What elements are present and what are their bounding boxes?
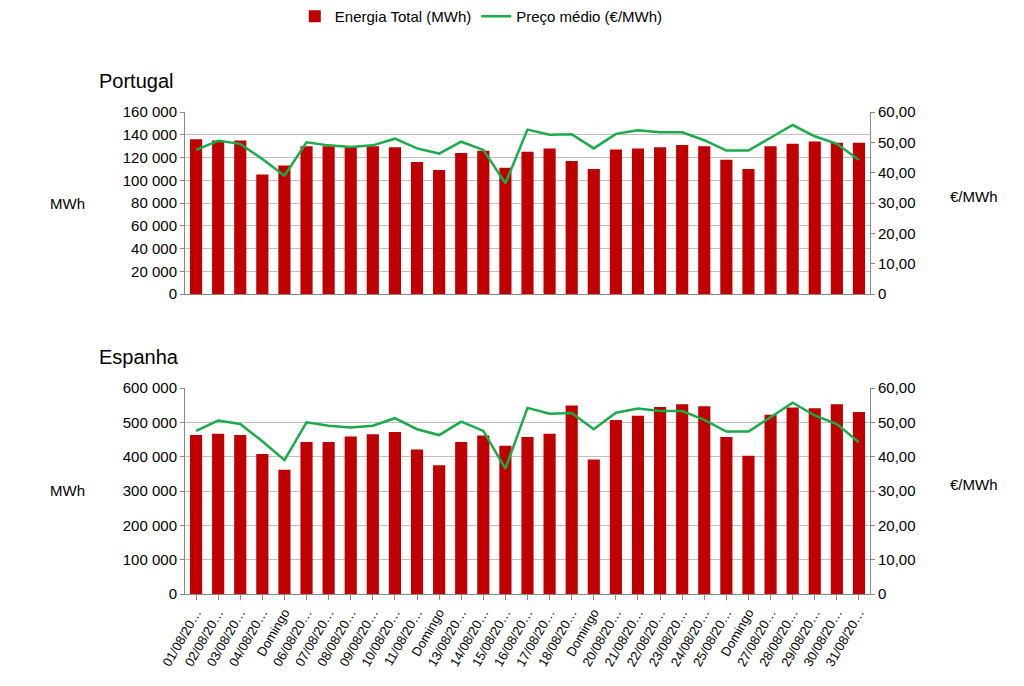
svg-text:03/08/20…: 03/08/20…: [204, 606, 249, 669]
svg-text:22/08/20…: 22/08/20…: [624, 606, 669, 669]
svg-text:0: 0: [878, 285, 886, 302]
svg-text:27/08/20…: 27/08/20…: [734, 606, 779, 669]
svg-text:13/08/20…: 13/08/20…: [425, 606, 470, 669]
svg-text:50,00: 50,00: [878, 414, 916, 431]
svg-text:MWh: MWh: [50, 195, 85, 212]
svg-text:20/08/20…: 20/08/20…: [579, 606, 624, 669]
svg-text:120 000: 120 000: [123, 149, 177, 166]
svg-text:600 000: 600 000: [123, 379, 177, 396]
svg-text:0: 0: [169, 285, 177, 302]
svg-text:Domingo: Domingo: [563, 606, 602, 659]
svg-text:24/08/20…: 24/08/20…: [668, 606, 713, 669]
svg-text:300 000: 300 000: [123, 482, 177, 499]
svg-text:20,00: 20,00: [878, 517, 916, 534]
svg-text:10/08/20…: 10/08/20…: [358, 606, 403, 669]
svg-text:09/08/20…: 09/08/20…: [336, 606, 381, 669]
svg-text:Espanha: Espanha: [99, 346, 179, 368]
svg-text:29/08/20…: 29/08/20…: [778, 606, 823, 669]
svg-text:Domingo: Domingo: [718, 606, 757, 659]
svg-text:16/08/20…: 16/08/20…: [491, 606, 536, 669]
svg-text:Portugal: Portugal: [99, 70, 174, 92]
svg-text:60,00: 60,00: [878, 103, 916, 120]
svg-text:100 000: 100 000: [123, 172, 177, 189]
svg-text:08/08/20…: 08/08/20…: [314, 606, 359, 669]
svg-text:Domingo: Domingo: [254, 606, 293, 659]
svg-text:Preço médio (€/MWh): Preço médio (€/MWh): [516, 8, 662, 25]
svg-text:60,00: 60,00: [878, 379, 916, 396]
svg-text:07/08/20…: 07/08/20…: [292, 606, 337, 669]
svg-text:04/08/20…: 04/08/20…: [226, 606, 271, 669]
svg-text:€/MWh: €/MWh: [950, 476, 998, 493]
svg-text:MWh: MWh: [50, 482, 85, 499]
svg-text:10,00: 10,00: [878, 551, 916, 568]
svg-text:40,00: 40,00: [878, 164, 916, 181]
svg-text:40,00: 40,00: [878, 448, 916, 465]
svg-text:50,00: 50,00: [878, 134, 916, 151]
svg-text:01/08/20…: 01/08/20…: [159, 606, 204, 669]
svg-text:Domingo: Domingo: [408, 606, 447, 659]
svg-text:Energia Total (MWh): Energia Total (MWh): [335, 8, 471, 25]
svg-text:100 000: 100 000: [123, 551, 177, 568]
svg-text:20,00: 20,00: [878, 225, 916, 242]
svg-text:40 000: 40 000: [131, 240, 177, 257]
svg-text:18/08/20…: 18/08/20…: [535, 606, 580, 669]
svg-text:11/08/20…: 11/08/20…: [381, 606, 425, 668]
svg-text:28/08/20…: 28/08/20…: [756, 606, 801, 669]
svg-text:60 000: 60 000: [131, 217, 177, 234]
svg-text:30,00: 30,00: [878, 194, 916, 211]
svg-text:500 000: 500 000: [123, 414, 177, 431]
svg-text:400 000: 400 000: [123, 448, 177, 465]
svg-text:30/08/20…: 30/08/20…: [800, 606, 845, 669]
svg-text:06/08/20…: 06/08/20…: [270, 606, 315, 669]
svg-text:02/08/20…: 02/08/20…: [182, 606, 227, 669]
svg-text:200 000: 200 000: [123, 517, 177, 534]
svg-text:21/08/20…: 21/08/20…: [601, 606, 646, 669]
svg-text:10,00: 10,00: [878, 255, 916, 272]
svg-text:20 000: 20 000: [131, 263, 177, 280]
svg-text:0: 0: [878, 585, 886, 602]
svg-text:€/MWh: €/MWh: [950, 188, 998, 205]
svg-text:15/08/20…: 15/08/20…: [469, 606, 514, 669]
svg-text:17/08/20…: 17/08/20…: [513, 606, 558, 669]
svg-text:30,00: 30,00: [878, 482, 916, 499]
svg-text:14/08/20…: 14/08/20…: [447, 606, 492, 669]
svg-text:160 000: 160 000: [123, 103, 177, 120]
svg-text:23/08/20…: 23/08/20…: [646, 606, 691, 669]
svg-text:80 000: 80 000: [131, 194, 177, 211]
svg-text:25/08/20…: 25/08/20…: [690, 606, 735, 669]
svg-text:0: 0: [169, 585, 177, 602]
svg-text:31/08/20…: 31/08/20…: [822, 606, 867, 669]
svg-text:140 000: 140 000: [123, 126, 177, 143]
